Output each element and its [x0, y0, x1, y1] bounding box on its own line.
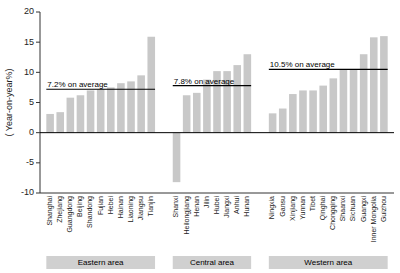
bar: [107, 87, 115, 132]
average-label: 7.8% on average: [174, 77, 235, 86]
y-tick: [36, 72, 40, 73]
y-axis-label: ( Year-on-year%): [4, 68, 14, 136]
chart: -10 -5 0 5 10 15 20 ( Year-on-year%) 7.2% on ave…: [0, 0, 400, 273]
category-label: Hainan: [117, 196, 124, 218]
bar: [183, 95, 191, 132]
bar: [77, 95, 85, 132]
category-label: Shandong: [86, 196, 94, 228]
y-tick-label: -10: [21, 187, 34, 197]
y-tick: [36, 102, 40, 103]
bar: [350, 69, 358, 132]
category-label: Anhui: [233, 196, 240, 214]
y-tick: [36, 162, 40, 163]
bar: [299, 90, 307, 132]
bar: [173, 133, 181, 182]
category-label: Hunan: [243, 196, 250, 217]
category-label: Chongqing: [329, 196, 337, 230]
category-label: Yunnan: [299, 196, 306, 220]
category-label: Zhejiang: [56, 196, 64, 223]
bar: [279, 109, 287, 133]
bar: [370, 37, 378, 132]
area-box: [269, 256, 388, 269]
plot-area: [46, 36, 387, 182]
bar: [137, 75, 145, 132]
y-tick: [36, 193, 40, 194]
category-label: Liaoning: [127, 196, 135, 223]
x-axis: [40, 193, 394, 194]
category-label: Xinjiang: [289, 196, 297, 221]
bar: [269, 113, 277, 132]
category-label: Shanxi: [172, 196, 179, 218]
zero-line: [40, 132, 394, 133]
bar: [340, 70, 348, 133]
category-label: Henan: [193, 196, 200, 217]
bar: [56, 112, 64, 133]
category-label: Beijing: [76, 196, 84, 217]
category-label: Tianjin: [147, 196, 155, 216]
category-label: Ningxia: [268, 196, 276, 219]
bar: [193, 93, 201, 133]
y-tick: [36, 12, 40, 13]
bar: [319, 86, 327, 133]
category-label: Guangxi: [360, 196, 368, 223]
category-label: Jilin: [203, 196, 210, 208]
area-label: Eastern area: [78, 258, 124, 267]
category-label: Gansu: [279, 196, 286, 217]
bar: [97, 89, 105, 132]
bar: [380, 36, 388, 133]
category-label: Heilongjiang: [183, 196, 191, 235]
bar: [244, 54, 252, 132]
category-label: Guizhou: [380, 196, 387, 222]
category-label: Jiangsu: [137, 196, 145, 220]
category-label: Sichuan: [349, 196, 356, 221]
bar: [67, 98, 75, 133]
y-tick-label: 0: [29, 127, 34, 137]
bar: [233, 65, 241, 133]
area-box: [46, 256, 155, 269]
y-tick-label: 10: [24, 67, 34, 77]
average-label: 7.2% on average: [47, 80, 108, 89]
bar: [117, 83, 125, 132]
y-tick-label: 15: [24, 37, 34, 47]
category-label: Shanghai: [46, 196, 54, 226]
category-label: Jiangxi: [223, 196, 231, 218]
category-label: Guangdong: [66, 196, 74, 233]
bar: [309, 90, 317, 132]
bar: [147, 37, 155, 133]
y-axis: [40, 12, 41, 193]
average-label: 10.5% on average: [270, 60, 335, 69]
category-label: Inner Mongolia: [370, 196, 378, 242]
category-label: Fujian: [97, 196, 105, 215]
category-label: Qinghai: [319, 196, 327, 221]
category-label: Hubei: [213, 196, 220, 215]
area-label: Western area: [304, 258, 352, 267]
bar: [289, 94, 297, 133]
y-tick: [36, 132, 40, 133]
bar: [46, 114, 54, 133]
y-tick-label: 20: [24, 6, 34, 16]
category-label: Hebei: [107, 196, 114, 215]
y-tick-label: -5: [26, 157, 34, 167]
area-label: Central area: [190, 258, 235, 267]
y-tick: [36, 42, 40, 43]
bar: [87, 90, 95, 132]
category-label: Shaanxi: [339, 196, 346, 222]
bar: [203, 80, 211, 133]
area-box: [173, 256, 251, 269]
bar: [360, 54, 368, 132]
bar: [330, 78, 338, 132]
category-label: Tibet: [309, 196, 316, 211]
y-tick-label: 5: [29, 97, 34, 107]
